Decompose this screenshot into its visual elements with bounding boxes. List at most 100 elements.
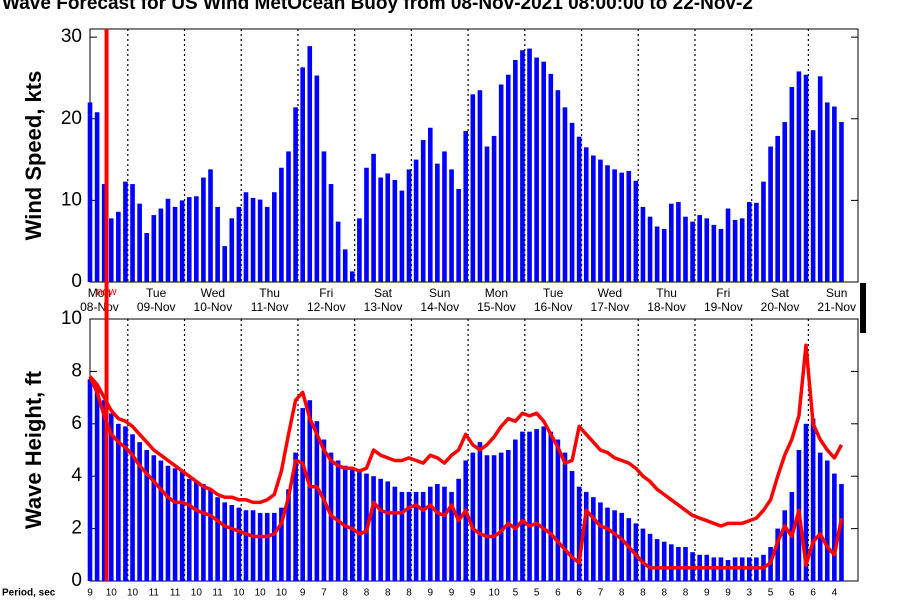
bar <box>775 528 780 581</box>
bar <box>257 199 263 282</box>
period-value: 10 <box>191 588 203 599</box>
bar <box>839 122 844 282</box>
bar <box>101 184 107 282</box>
bar <box>456 188 461 282</box>
period-value: 5 <box>534 588 540 599</box>
bar <box>569 122 575 283</box>
bar <box>130 184 135 282</box>
x-tick-label: Sun <box>429 286 450 300</box>
bar <box>591 497 596 581</box>
bar <box>640 528 646 581</box>
line <box>88 343 844 528</box>
bar <box>746 202 752 282</box>
bar <box>349 271 355 282</box>
bar <box>158 208 164 282</box>
bar <box>527 48 532 282</box>
bar <box>591 155 596 282</box>
bar <box>87 379 93 581</box>
bar <box>236 507 242 581</box>
period-value: 9 <box>300 588 306 599</box>
period-value: 8 <box>619 588 625 599</box>
period-value: 8 <box>683 588 689 599</box>
y-tick-label: 30 <box>61 26 82 47</box>
bar <box>307 46 313 283</box>
bar <box>378 177 383 282</box>
period-value: 7 <box>598 588 604 599</box>
period-value: 8 <box>385 588 391 599</box>
bar <box>94 112 100 282</box>
bar <box>179 470 185 581</box>
period-value: 9 <box>428 588 434 599</box>
bar <box>87 102 93 282</box>
bar <box>619 512 624 581</box>
bar <box>108 218 114 282</box>
bar <box>406 491 412 581</box>
y-tick-label: 8 <box>71 360 82 381</box>
period-value: 10 <box>489 588 501 599</box>
bar <box>598 502 603 581</box>
bar <box>208 169 213 282</box>
bar <box>619 172 624 282</box>
x-tick-label: 20-Nov <box>761 300 800 314</box>
period-value: 8 <box>364 588 370 599</box>
x-tick-label: 21-Nov <box>817 300 856 314</box>
bar <box>279 507 284 581</box>
bar <box>583 491 589 581</box>
bar <box>513 60 518 282</box>
x-tick-label: 08-Nov <box>80 300 119 314</box>
bar <box>839 484 844 581</box>
bar <box>520 431 525 581</box>
bar <box>548 431 554 581</box>
bar <box>817 76 823 283</box>
period-value: 9 <box>704 588 710 599</box>
x-tick-label: Fri <box>716 286 730 300</box>
bar <box>215 497 220 581</box>
bar <box>739 218 745 282</box>
x-tick-label: Sun <box>826 286 847 300</box>
x-tick-label: 19-Nov <box>704 300 743 314</box>
bar <box>342 465 348 581</box>
bar <box>775 135 780 282</box>
bar <box>555 439 561 581</box>
bar <box>342 249 348 282</box>
x-tick-label: 10-Nov <box>194 300 233 314</box>
bar <box>541 426 547 581</box>
period-value: 5 <box>768 588 774 599</box>
x-tick-label: Tue <box>543 286 564 300</box>
bar <box>94 387 100 581</box>
bar <box>243 192 249 282</box>
bar <box>654 226 660 282</box>
bar <box>725 560 731 581</box>
bar <box>484 146 490 282</box>
bar <box>477 442 483 581</box>
period-value: 10 <box>276 588 288 599</box>
bar <box>676 546 681 581</box>
bar <box>371 476 376 581</box>
bar <box>151 455 157 581</box>
bar <box>222 502 227 581</box>
period-value: 9 <box>449 588 455 599</box>
bar <box>144 450 150 581</box>
bar <box>810 418 816 581</box>
bar <box>314 75 320 283</box>
bar <box>385 481 391 581</box>
bar <box>293 107 298 282</box>
bar <box>732 219 738 282</box>
bar <box>208 489 213 581</box>
period-value: 8 <box>406 588 412 599</box>
bar <box>435 484 440 581</box>
bar <box>633 180 639 282</box>
bar <box>640 206 646 282</box>
bar <box>463 460 469 581</box>
bar <box>697 215 702 282</box>
bar <box>505 74 511 283</box>
bar <box>357 470 362 581</box>
x-tick-label: 15-Nov <box>477 300 516 314</box>
period-value: 8 <box>661 588 667 599</box>
bar <box>420 139 426 282</box>
bar <box>612 169 617 282</box>
bar <box>286 151 291 282</box>
bar <box>236 206 242 282</box>
bar <box>300 67 305 282</box>
